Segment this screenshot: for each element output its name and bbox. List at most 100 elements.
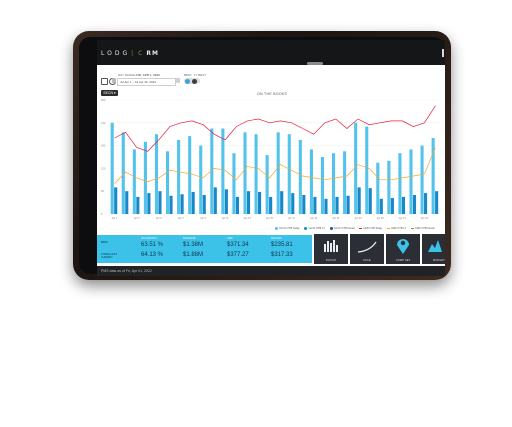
best-toggle[interactable] xyxy=(184,78,200,84)
kpi-adr-value: $371.34 xyxy=(227,242,249,248)
tablet-bezel: LODG| CRM DAY RANGE FRI, APR 1, 2022 Jul … xyxy=(79,37,445,276)
bar-occ-ly xyxy=(180,194,184,214)
bar-occ-today xyxy=(188,136,192,214)
menu-icon[interactable] xyxy=(442,49,444,57)
bar-occ-today xyxy=(232,153,236,214)
mountain-chart-icon xyxy=(428,240,442,252)
legend-item: Occ% OTB Actual xyxy=(329,227,354,230)
bar-occ-ly xyxy=(169,195,173,214)
expand-icon[interactable] xyxy=(101,78,108,85)
bar-occ-ly xyxy=(147,193,151,214)
bar-occ-today xyxy=(420,145,424,214)
kpi-header-occupancy: OCCUPANCY xyxy=(141,237,158,240)
prev-date-button[interactable] xyxy=(112,78,116,83)
brand-separator: | xyxy=(131,50,137,57)
bar-occ-today xyxy=(320,157,325,214)
kpi-header-revpar: REVPAR xyxy=(271,237,282,240)
bar-occ-today xyxy=(210,128,214,214)
date-range-field[interactable]: Jul Apr 1 - Jul Apr 30, 2022 xyxy=(117,78,176,86)
legend-item: ADR OTB Actual xyxy=(411,227,434,230)
tablet-frame: LODG| CRM DAY RANGE FRI, APR 1, 2022 Jul … xyxy=(73,31,451,280)
bar-occ-ly xyxy=(246,191,251,214)
bar-occ-today xyxy=(376,162,380,214)
bar-occ-ly xyxy=(114,187,118,214)
pms-data-timestamp: PMS data as of Fri, Apr 01, 2022 xyxy=(101,269,152,273)
kpi-panel: OCC FORECAST CURRENT OCCUPANCY REVENUE A… xyxy=(97,235,312,263)
bar-occ-today xyxy=(331,153,336,214)
tile-budget[interactable]: BUDGET xyxy=(422,234,445,264)
bar-occ-ly xyxy=(357,187,361,214)
x-tick-label: Apr 11 xyxy=(222,217,230,220)
tile-label: PACE xyxy=(363,258,371,262)
bar-occ-ly xyxy=(291,193,295,214)
y-tick-label: 0 xyxy=(101,212,103,216)
x-tick-label: Apr 23 xyxy=(354,217,362,220)
map-pin-icon xyxy=(397,239,409,254)
bar-occ-ly xyxy=(158,191,162,214)
tile-pickup[interactable]: PICKUP xyxy=(314,234,348,264)
kpi-row2-sub: CURRENT xyxy=(101,256,113,259)
bar-occ-today xyxy=(309,149,313,214)
bar-occ-today xyxy=(276,132,280,214)
kpi-revpar-value: $235.81 xyxy=(271,242,293,248)
kpi-row2-label: FORECAST xyxy=(101,252,118,256)
kpi-revenue-value: $1.38M xyxy=(183,242,204,248)
toggle-a-label: BEST xyxy=(184,73,192,77)
y-tick-label: 60 xyxy=(101,189,104,193)
bar-occ-ly xyxy=(136,196,140,214)
x-tick-label: Apr 13 xyxy=(244,217,252,220)
bar-occ-today xyxy=(221,128,225,214)
x-tick-label: Apr 9 xyxy=(200,217,206,220)
kpi-row1-label: OCC xyxy=(101,240,108,244)
next-date-button[interactable] xyxy=(176,78,180,83)
brand-suffix: RM xyxy=(146,50,159,57)
bar-occ-ly xyxy=(302,195,306,214)
bar-occ-today xyxy=(254,134,258,214)
trend-curve-icon xyxy=(357,241,377,253)
bar-occ-ly xyxy=(401,196,405,214)
legend-item: ADR OTB Today xyxy=(359,227,382,230)
x-tick-label: Apr 29 xyxy=(421,217,429,220)
bar-occ-ly xyxy=(390,198,394,214)
brand-mark: C xyxy=(138,50,146,57)
x-tick-label: Apr 3 xyxy=(134,217,140,220)
line-adr-ly xyxy=(114,147,436,184)
bar-occ-ly xyxy=(202,195,206,214)
bar-occ-today xyxy=(365,126,369,214)
bar-occ-ly xyxy=(258,191,262,214)
bar-occ-ly xyxy=(224,189,228,214)
x-tick-label: Apr 17 xyxy=(288,217,296,220)
bar-chart-icon xyxy=(324,240,338,252)
bar-occ-ly xyxy=(213,187,217,214)
tile-pace[interactable]: PACE xyxy=(350,234,384,264)
x-tick-label: Apr 7 xyxy=(178,217,184,220)
bar-occ-today xyxy=(431,138,435,214)
kpi-header-adr: ADR xyxy=(227,237,233,240)
brand-logo[interactable]: LODG| CRM xyxy=(101,50,159,57)
top-navigation-bar: LODG| CRM xyxy=(97,40,445,65)
x-tick-label: Apr 19 xyxy=(310,217,318,220)
kpi-forecast-adr-value: $377.27 xyxy=(227,252,249,258)
bar-occ-ly xyxy=(368,188,372,214)
bar-occ-today xyxy=(143,141,147,214)
bar-occ-ly xyxy=(324,198,328,214)
x-tick-label: Apr 15 xyxy=(266,217,274,220)
bar-occ-ly xyxy=(280,191,284,214)
y-tick-label: 120 xyxy=(101,166,106,170)
drag-handle[interactable] xyxy=(307,62,323,65)
kpi-header-revenue: REVENUE xyxy=(183,237,196,240)
bar-occ-today xyxy=(265,155,269,214)
toggle-knob-on xyxy=(185,78,190,84)
kpi-forecast-revpar-value: $317.33 xyxy=(271,252,293,258)
section-dropdown[interactable]: SECN ▾ xyxy=(101,90,118,96)
bar-occ-ly xyxy=(191,191,195,214)
bar-occ-today xyxy=(132,149,136,214)
bar-occ-ly xyxy=(125,191,129,214)
bar-occ-today xyxy=(354,122,358,214)
bar-occ-today xyxy=(110,122,114,214)
toggle-knob-off xyxy=(192,78,197,84)
tile-comp-set[interactable]: COMP SET xyxy=(386,234,420,264)
y-tick-label: 240 xyxy=(101,121,106,125)
chart-title: ON THE BOOKS xyxy=(257,92,288,96)
bar-occ-today xyxy=(409,149,413,214)
